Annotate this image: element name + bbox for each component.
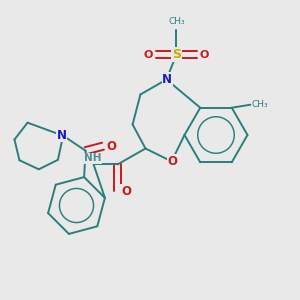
Text: N: N [57, 129, 67, 142]
Text: O: O [106, 140, 116, 153]
Text: O: O [167, 155, 177, 168]
Text: N: N [162, 73, 172, 86]
Text: CH₃: CH₃ [252, 100, 268, 109]
Text: S: S [172, 48, 181, 61]
Text: O: O [121, 185, 131, 198]
Text: O: O [199, 50, 209, 60]
Text: O: O [144, 50, 153, 60]
Text: NH: NH [84, 153, 102, 164]
Text: CH₃: CH₃ [168, 16, 185, 26]
